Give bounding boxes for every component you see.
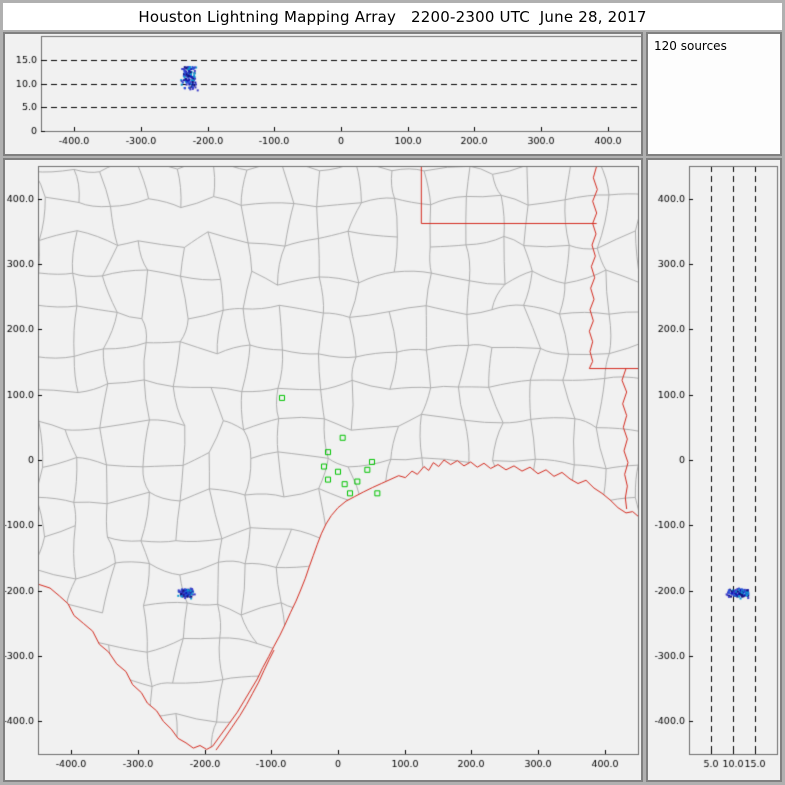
ew-altitude-panel bbox=[3, 32, 643, 156]
plan-view-map bbox=[5, 160, 641, 780]
title-bar: Houston Lightning Mapping Array 2200-230… bbox=[3, 3, 782, 30]
source-count-panel: 120 sources bbox=[646, 32, 782, 156]
plan-view-panel bbox=[3, 158, 643, 782]
ns-altitude-panel bbox=[646, 158, 782, 782]
source-count-label: 120 sources bbox=[654, 39, 727, 53]
page-title: Houston Lightning Mapping Array 2200-230… bbox=[138, 7, 647, 26]
ns-altitude-chart bbox=[648, 160, 780, 780]
ew-altitude-chart bbox=[5, 34, 641, 154]
